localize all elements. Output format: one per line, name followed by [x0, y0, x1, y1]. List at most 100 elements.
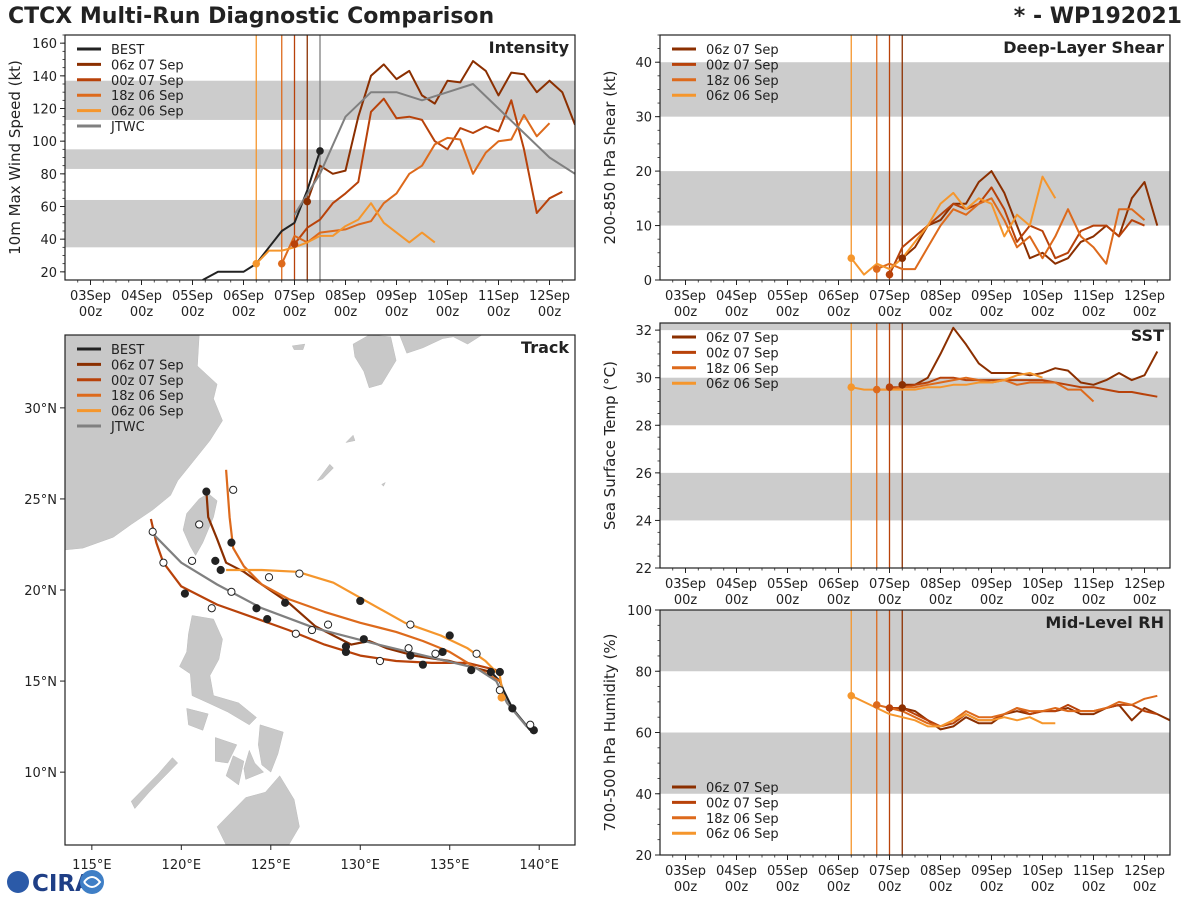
track-position-marker: [497, 693, 506, 702]
sst-xtick-hour: 00z: [725, 593, 749, 608]
track-legend-label: BEST: [111, 343, 144, 358]
panel-track: 10°N 15°N 20°N 25°N 30°N 115°E 120°E 125°E 130°E…: [24, 334, 576, 873]
track-position-marker: [495, 686, 504, 695]
shear-series-06z-06-sep: [850, 175, 1057, 276]
track-position-marker: [227, 538, 236, 547]
intensity-legend-label: 18z 06 Sep: [111, 89, 184, 104]
sst-xtick-hour: 00z: [1133, 593, 1157, 608]
sst-xtick-day: 12Sep: [1124, 577, 1165, 592]
sst-xtick-hour: 00z: [1082, 593, 1106, 608]
track-legend-label: 18z 06 Sep: [111, 389, 184, 404]
land-cebu-bohol: [243, 749, 265, 780]
intensity-xtick-hour: 00z: [283, 305, 307, 320]
intensity-init-marker-18z-06-sep: [277, 259, 286, 268]
rh-legend-label: 00z 07 Sep: [706, 796, 779, 811]
intensity-legend-label: 06z 06 Sep: [111, 105, 184, 120]
rh-ytick-label: 60: [635, 727, 652, 742]
rh-series-00z-07-sep: [889, 703, 1158, 728]
sst-xtick-hour: 00z: [929, 593, 953, 608]
intensity-xtick-day: 06Sep: [223, 289, 264, 304]
sst-xtick-day: 03Sep: [665, 577, 706, 592]
intensity-xtick-hour: 00z: [436, 305, 460, 320]
track-position-marker: [202, 487, 211, 496]
rh-xtick-day: 07Sep: [869, 864, 910, 879]
intensity-legend-label: BEST: [111, 43, 144, 58]
shear-ylabel: 200-850 hPa Shear (kt): [601, 71, 619, 245]
intensity-xtick-day: 11Sep: [478, 289, 519, 304]
shear-xtick-hour: 00z: [1082, 305, 1106, 320]
panel-shear: 01020304003Sep00z04Sep00z05Sep00z06Sep00…: [601, 34, 1171, 320]
track-position-marker: [229, 485, 238, 494]
sst-panel-title: SST: [1131, 326, 1164, 345]
intensity-xtick-hour: 00z: [79, 305, 103, 320]
land-mindoro: [186, 708, 209, 731]
shear-init-marker-18z-06-sep: [872, 265, 881, 273]
sst-band: [660, 323, 1170, 331]
sst-series-06z-06-sep: [851, 372, 1043, 391]
intensity-series-06z-07-sep: [306, 60, 575, 202]
track-position-marker: [211, 556, 220, 565]
track-panel-title: Track: [521, 338, 569, 357]
land-mindanao: [216, 775, 300, 845]
shear-xtick-hour: 00z: [1133, 305, 1157, 320]
rh-xtick-hour: 00z: [929, 880, 953, 895]
panel-intensity: 2040608010012014016003Sep00z04Sep00z05Se…: [6, 34, 576, 320]
track-position-marker: [291, 629, 300, 638]
sst-ytick-label: 30: [635, 372, 652, 387]
track-position-marker: [252, 604, 261, 613]
track-position-marker: [356, 596, 365, 606]
sst-ytick-label: 26: [635, 467, 652, 482]
shear-legend-label: 18z 06 Sep: [706, 74, 779, 89]
track-legend-label: JTWC: [110, 420, 145, 435]
sst-band: [660, 472, 1170, 521]
rh-init-marker-18z-06-sep: [872, 701, 881, 709]
track-position-marker: [216, 565, 225, 575]
track-series-06z-06-sep: [226, 568, 505, 698]
intensity-xtick-hour: 00z: [334, 305, 358, 320]
rh-init-marker-06z-06-sep: [847, 691, 856, 700]
intensity-xtick-day: 03Sep: [70, 289, 111, 304]
land-china-coast: [65, 335, 223, 551]
sst-xtick-day: 05Sep: [767, 577, 808, 592]
track-lat-label: 20°N: [24, 584, 57, 599]
track-position-marker: [526, 720, 535, 729]
rh-init-marker-00z-07-sep: [885, 704, 894, 712]
shear-init-marker-06z-07-sep: [898, 254, 907, 263]
track-position-marker: [263, 615, 272, 624]
intensity-xtick-hour: 00z: [181, 305, 205, 320]
page-title: CTCX Multi-Run Diagnostic Comparison: [8, 4, 495, 29]
track-position-marker: [187, 556, 197, 565]
shear-xtick-hour: 00z: [827, 305, 851, 320]
intensity-legend-label: JTWC: [110, 120, 145, 135]
shear-init-marker-00z-07-sep: [885, 270, 894, 279]
panel-rh: 2040608010003Sep00z04Sep00z05Sep00z06Sep…: [601, 604, 1171, 895]
rh-xtick-hour: 00z: [980, 880, 1004, 895]
land-daito: [381, 481, 386, 487]
land-okinawa: [316, 463, 334, 482]
track-lon-label: 115°E: [72, 858, 112, 873]
sst-legend-label: 00z 07 Sep: [706, 346, 779, 361]
intensity-xtick-day: 07Sep: [274, 289, 315, 304]
shear-xtick-day: 09Sep: [971, 289, 1012, 304]
sst-ytick-label: 28: [635, 419, 652, 434]
track-position-marker: [445, 631, 454, 640]
sst-legend-label: 06z 07 Sep: [706, 331, 779, 346]
track-plot-area: [65, 335, 575, 845]
intensity-xtick-hour: 00z: [487, 305, 511, 320]
storm-id-title: * - WP192021: [1013, 4, 1182, 29]
rh-xtick-hour: 00z: [827, 880, 851, 895]
rh-plot-area: [660, 610, 1170, 855]
sst-xtick-day: 08Sep: [920, 577, 961, 592]
shear-ytick-label: 0: [644, 274, 652, 289]
shear-band: [660, 171, 1170, 226]
rh-ytick-label: 20: [635, 849, 652, 864]
intensity-xtick-hour: 00z: [232, 305, 256, 320]
track-lon-label: 125°E: [251, 858, 291, 873]
track-position-marker: [281, 598, 290, 607]
sst-xtick-day: 06Sep: [818, 577, 859, 592]
shear-legend-label: 06z 06 Sep: [706, 89, 779, 104]
track-position-marker: [227, 587, 236, 596]
track-position-marker: [148, 527, 157, 536]
rh-xtick-day: 09Sep: [971, 864, 1012, 879]
cira-globe-logo-icon: [7, 871, 29, 893]
